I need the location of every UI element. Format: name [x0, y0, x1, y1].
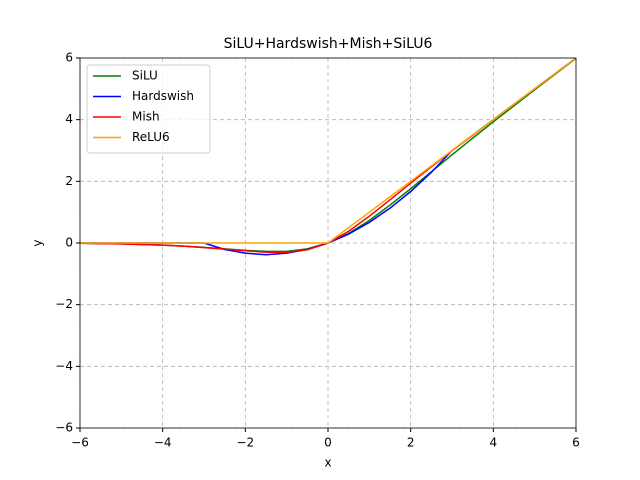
y-tick-label: 2 [65, 174, 73, 188]
x-tick-label: −6 [71, 436, 89, 450]
y-tick-label: 4 [65, 112, 73, 126]
x-axis-label: x [324, 456, 331, 470]
plot-frame [79, 57, 577, 429]
x-tick-label: 2 [407, 436, 415, 450]
x-tick-label: 6 [572, 436, 580, 450]
x-tick-label: −2 [236, 436, 254, 450]
legend-label: ReLU6 [132, 130, 170, 144]
series-line [80, 58, 576, 244]
y-tick-label: −4 [55, 359, 73, 373]
x-tick-label: −4 [154, 436, 172, 450]
y-tick-label: −6 [55, 421, 73, 435]
y-tick-label: 6 [65, 51, 73, 65]
legend-box [86, 64, 211, 154]
legend-label: Mish [132, 110, 160, 124]
legend-label: Hardswish [132, 89, 194, 103]
y-tick-label: 0 [65, 236, 73, 250]
plot-lines [80, 58, 576, 256]
chart-title: SiLU+Hardswish+Mish+SiLU6 [224, 36, 433, 52]
x-tick-label: 0 [324, 436, 332, 450]
y-axis-label: y [31, 239, 45, 246]
y-tick-label: −2 [55, 297, 73, 311]
x-tick-label: 4 [490, 436, 498, 450]
legend-label: SiLU [132, 69, 158, 83]
